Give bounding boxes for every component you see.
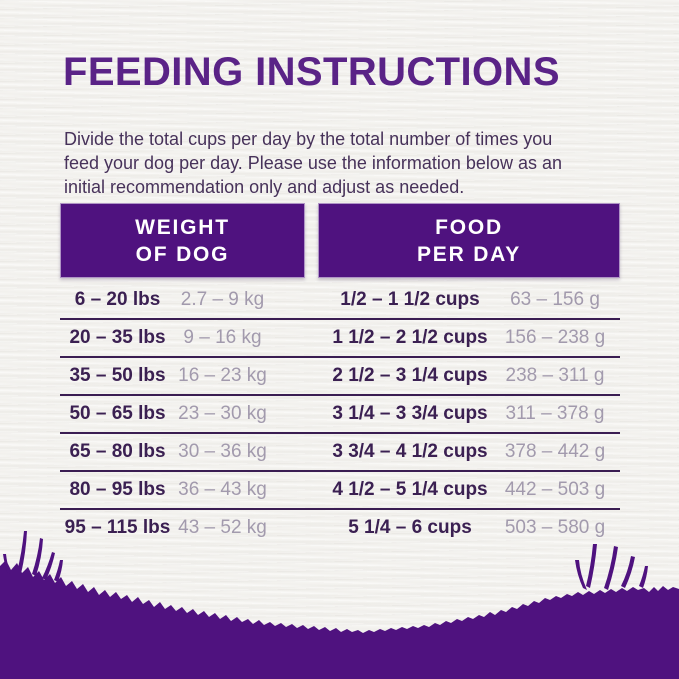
food-cups: 5 1/4 – 6 cups [348,517,472,538]
page-title: FEEDING INSTRUCTIONS [63,50,560,94]
food-grams: 442 – 503 g [504,479,606,500]
weight-kg: 23 – 30 kg [178,403,267,424]
food-cups: 4 1/2 – 5 1/4 cups [332,479,488,500]
weight-kg: 36 – 43 kg [178,479,267,500]
weight-lbs: 80 – 95 lbs [69,479,166,500]
weight-lbs: 65 – 80 lbs [69,441,166,462]
food-grams: 503 – 580 g [504,517,606,538]
food-grams: 156 – 238 g [504,327,606,348]
intro-line: initial recommendation only and adjust a… [64,177,465,197]
row-divider [60,394,620,396]
table-row: 80 – 95 lbs 36 – 43 kg 4 1/2 – 5 1/4 cup… [60,472,620,508]
table-row: 50 – 65 lbs 23 – 30 kg 3 1/4 – 3 3/4 cup… [60,396,620,432]
food-cups: 1 1/2 – 2 1/2 cups [332,327,488,348]
row-divider [60,356,620,358]
weight-lbs: 6 – 20 lbs [74,289,161,310]
table-row: 20 – 35 lbs 9 – 16 kg 1 1/2 – 2 1/2 cups… [60,320,620,356]
table-row: 35 – 50 lbs 16 – 23 kg 2 1/2 – 3 1/4 cup… [60,358,620,394]
weight-lbs: 50 – 65 lbs [69,403,166,424]
grass-silhouette [0,531,679,679]
food-grams: 378 – 442 g [504,441,606,462]
weight-kg: 9 – 16 kg [183,327,262,348]
weight-kg: 43 – 52 kg [178,517,267,538]
food-cups: 2 1/2 – 3 1/4 cups [332,365,488,386]
header-line: WEIGHT [135,215,230,239]
food-grams: 311 – 378 g [505,403,605,424]
table-header-row: WEIGHT OF DOG FOOD PER DAY [60,203,620,278]
weight-kg: 30 – 36 kg [178,441,267,462]
table-body: 6 – 20 lbs 2.7 – 9 kg 1/2 – 1 1/2 cups 6… [60,282,620,546]
food-cups: 1/2 – 1 1/2 cups [340,289,480,310]
header-line: OF DOG [135,242,230,266]
weight-kg: 16 – 23 kg [178,365,267,386]
weight-kg: 2.7 – 9 kg [180,289,265,310]
food-cups: 3 3/4 – 4 1/2 cups [332,441,488,462]
intro-line: feed your dog per day. Please use the in… [64,153,562,173]
weight-lbs: 35 – 50 lbs [69,365,166,386]
weight-of-dog-header: WEIGHT OF DOG [60,203,305,278]
food-per-day-header: FOOD PER DAY [318,203,620,278]
intro-line: Divide the total cups per day by the tot… [64,129,553,149]
food-cups: 3 1/4 – 3 3/4 cups [332,403,488,424]
row-divider [60,318,620,320]
food-grams: 63 – 156 g [510,289,600,310]
row-divider [60,470,620,472]
table-row: 95 – 115 lbs 43 – 52 kg 5 1/4 – 6 cups 5… [60,510,620,546]
table-row: 65 – 80 lbs 30 – 36 kg 3 3/4 – 4 1/2 cup… [60,434,620,470]
row-divider [60,432,620,434]
row-divider [60,508,620,510]
feeding-table: WEIGHT OF DOG FOOD PER DAY 6 – 20 lbs 2.… [60,203,620,546]
intro-text: Divide the total cups per day by the tot… [64,127,639,199]
table-row: 6 – 20 lbs 2.7 – 9 kg 1/2 – 1 1/2 cups 6… [60,282,620,318]
weight-lbs: 95 – 115 lbs [64,517,171,538]
header-line: FOOD [435,215,503,239]
header-line: PER DAY [416,242,522,266]
food-grams: 238 – 311 g [505,365,605,386]
weight-lbs: 20 – 35 lbs [69,327,166,348]
